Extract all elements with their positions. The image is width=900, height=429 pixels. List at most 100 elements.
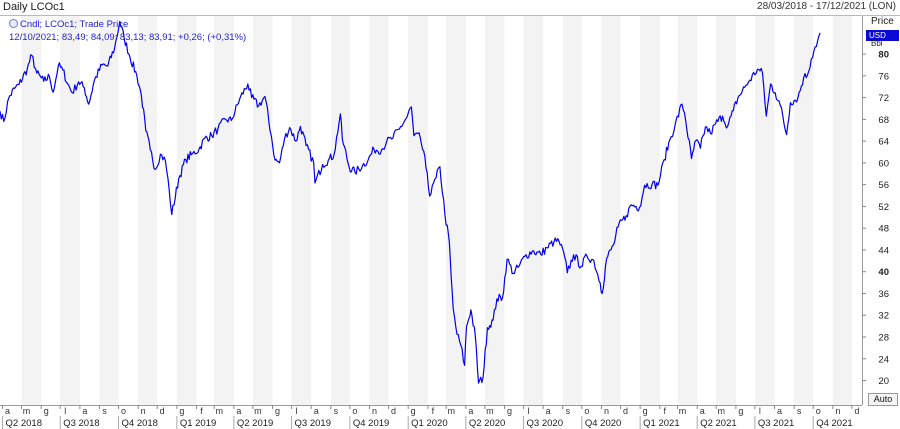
month-label: s — [334, 406, 339, 416]
month-label: s — [797, 406, 802, 416]
quarter-label: Q1 2021 — [643, 418, 679, 429]
month-label: g — [179, 406, 184, 416]
y-axis: 20 24 28 32 36 40 44 48 52 56 60 64 68 72 76 80 — [862, 50, 889, 387]
y-tick-label: 64 — [878, 137, 889, 148]
quarter-label: Q4 2021 — [816, 418, 852, 429]
month-band — [640, 16, 660, 405]
month-label: a — [546, 406, 551, 416]
quarter-label: Q1 2019 — [180, 418, 216, 429]
series-toggle-icon[interactable] — [9, 19, 18, 28]
month-band — [523, 16, 544, 405]
month-band — [21, 16, 42, 405]
month-label: a — [5, 406, 10, 416]
y-tick-label: 80 — [878, 50, 889, 61]
month-label: m — [447, 406, 455, 416]
y-tick-label: 68 — [878, 115, 889, 126]
quarter-label: Q2 2019 — [237, 418, 273, 429]
month-label: o — [816, 406, 821, 416]
month-band — [601, 16, 621, 405]
y-tick-label: 24 — [878, 354, 889, 365]
month-label: g — [643, 406, 648, 416]
legend-line-2: 12/10/2021; 83,49; 84,09; 83,13; 83,91; … — [9, 32, 247, 43]
month-label: n — [835, 406, 840, 416]
month-label: l — [528, 406, 530, 416]
month-label: m — [215, 406, 223, 416]
quarter-label: Q3 2021 — [758, 418, 794, 429]
legend-series-label: Cndl; LCOc1; Trade Price — [20, 19, 129, 30]
currency-badge: USD — [866, 30, 899, 41]
auto-scale-button[interactable]: Auto — [868, 393, 898, 406]
quarter-label: Q4 2018 — [122, 418, 158, 429]
month-label: o — [121, 406, 126, 416]
month-label: o — [584, 406, 589, 416]
quarter-label: Q2 2021 — [700, 418, 736, 429]
month-label: f — [664, 406, 667, 416]
month-label: a — [777, 406, 782, 416]
month-label: m — [254, 406, 262, 416]
series-line-lcoc1 — [0, 20, 821, 384]
quarter-label: Q4 2020 — [585, 418, 621, 429]
month-label: f — [432, 406, 435, 416]
month-band — [408, 16, 428, 405]
y-tick-label: 32 — [878, 311, 889, 322]
month-band — [562, 16, 582, 405]
month-label: s — [102, 406, 107, 416]
month-label: s — [566, 406, 571, 416]
month-label: g — [507, 406, 512, 416]
month-label: a — [700, 406, 705, 416]
y-tick-label: 28 — [878, 332, 889, 343]
y-tick-label: 48 — [878, 224, 889, 235]
month-label: g — [738, 406, 743, 416]
month-band — [832, 16, 852, 405]
month-label: o — [352, 406, 357, 416]
month-band — [484, 16, 505, 405]
month-band — [716, 16, 736, 405]
month-band — [99, 16, 119, 405]
month-label: g — [44, 406, 49, 416]
month-band — [754, 16, 775, 405]
month-band — [252, 16, 273, 405]
y-tick-label: 72 — [878, 93, 889, 104]
month-label: a — [236, 406, 241, 416]
y-tick-label: 52 — [878, 202, 889, 213]
month-label: l — [296, 406, 298, 416]
month-label: m — [679, 406, 687, 416]
chart-title: Daily LCOc1 — [3, 1, 65, 13]
quarter-label: Q3 2020 — [527, 418, 563, 429]
quarter-label: Q4 2019 — [353, 418, 389, 429]
month-band — [60, 16, 80, 405]
month-label: m — [486, 406, 494, 416]
month-label: n — [141, 406, 146, 416]
quarter-label: Q2 2020 — [469, 418, 505, 429]
month-label: l — [64, 406, 66, 416]
month-band — [291, 16, 312, 405]
month-label: g — [275, 406, 280, 416]
month-label: d — [854, 406, 859, 416]
header-divider — [0, 15, 900, 16]
month-label: n — [604, 406, 609, 416]
month-label: l — [759, 406, 761, 416]
month-band — [794, 16, 814, 405]
month-band — [176, 16, 197, 405]
quarter-label: Q1 2020 — [411, 418, 447, 429]
month-band — [330, 16, 350, 405]
quarter-label: Q3 2018 — [63, 418, 99, 429]
month-label: m — [23, 406, 31, 416]
month-label: n — [372, 406, 377, 416]
month-label: m — [717, 406, 725, 416]
month-band — [446, 16, 466, 405]
date-range: 28/03/2018 - 17/12/2021 (LON) — [757, 1, 896, 12]
month-band — [214, 16, 234, 405]
legend[interactable]: Cndl; LCOc1; Trade Price 12/10/2021; 83,… — [9, 18, 246, 44]
month-label: f — [200, 406, 203, 416]
unit-label: Bbl — [871, 39, 883, 48]
y-tick-label: 36 — [878, 289, 889, 300]
y-tick-label: 60 — [878, 158, 889, 169]
month-label: d — [160, 406, 165, 416]
month-band — [369, 16, 389, 405]
month-band — [138, 16, 158, 405]
month-label: g — [411, 406, 416, 416]
y-tick-label: 20 — [878, 376, 889, 387]
